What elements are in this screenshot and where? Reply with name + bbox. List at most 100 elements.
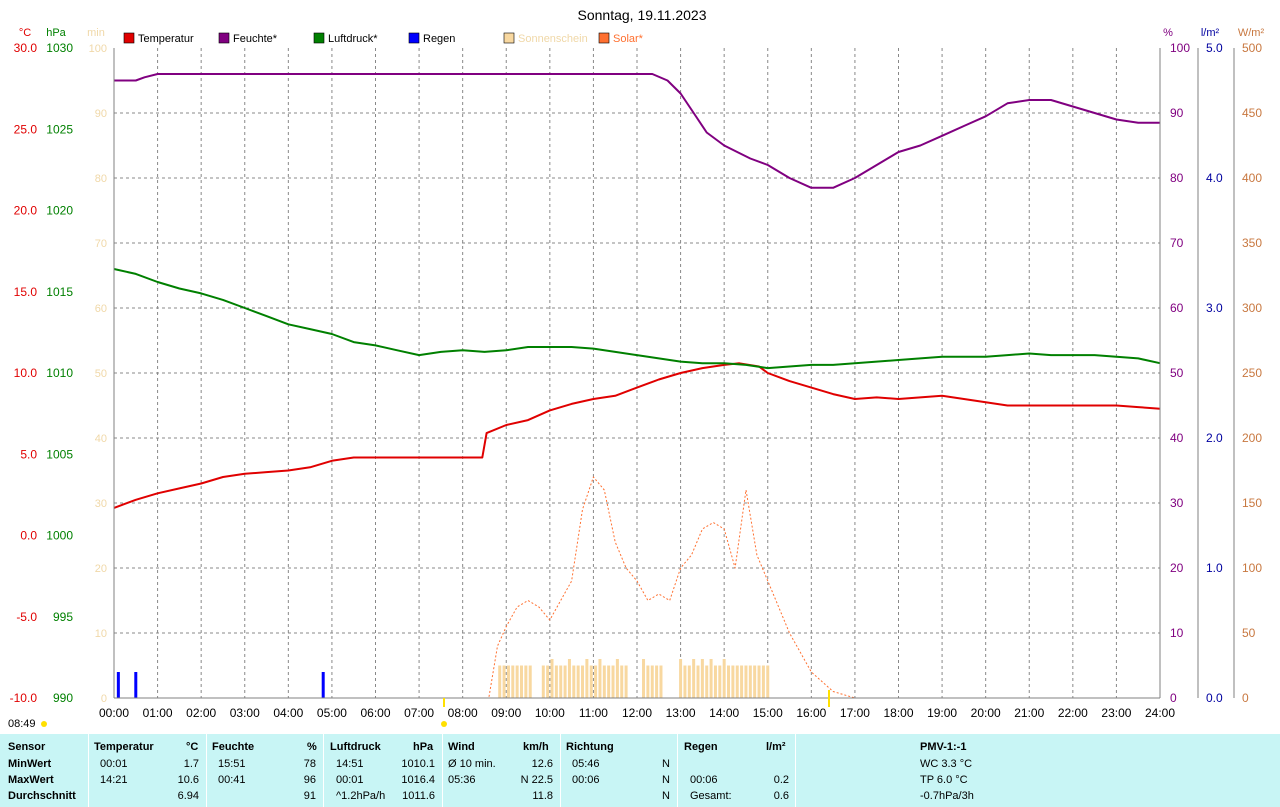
- table-cell-r-val: 0.6: [773, 790, 789, 802]
- x-tick-label: 10:00: [535, 706, 565, 720]
- temperature-tick-label: 25.0: [14, 122, 38, 136]
- rain-bar: [321, 672, 325, 698]
- marker-time-label: 08:49: [8, 718, 36, 730]
- legend-swatch: [598, 32, 610, 44]
- x-tick-label: 02:00: [186, 706, 216, 720]
- sunshine-bar: [766, 665, 770, 698]
- sunshine-bar: [683, 665, 687, 698]
- sunshine-bar: [705, 665, 709, 698]
- sunshine-bar: [650, 665, 654, 698]
- header-sensor: Sensor: [8, 741, 46, 753]
- humidity-tick-label: 50: [1170, 366, 1184, 380]
- header-direction: Richtung: [566, 741, 614, 753]
- legend-label: Temperatur: [138, 33, 194, 45]
- pressure-tick-label: 1030: [46, 41, 73, 55]
- pressure-unit-label: hPa: [46, 27, 66, 39]
- sunshine-bar: [520, 665, 524, 698]
- x-tick-label: 06:00: [360, 706, 390, 720]
- rain-tick-label: 0.0: [1206, 691, 1223, 705]
- sunshine-tick-label: 30: [95, 498, 107, 510]
- chart-title: Sonntag, 19.11.2023: [578, 7, 707, 23]
- temperature-tick-label: 30.0: [14, 41, 38, 55]
- sunshine-bar: [748, 665, 752, 698]
- rain-tick-label: 2.0: [1206, 431, 1223, 445]
- legend-swatch: [503, 32, 515, 44]
- legend-label: Feuchte*: [233, 33, 278, 45]
- header-humidity: Feuchte: [212, 741, 255, 753]
- sunshine-bar: [528, 665, 532, 698]
- temperature-tick-label: 15.0: [14, 285, 38, 299]
- rain-tick-label: 3.0: [1206, 301, 1223, 315]
- sunshine-tick-label: 60: [95, 303, 107, 315]
- table-cell-t-val: 10.6: [177, 774, 199, 786]
- sunshine-bar: [585, 659, 589, 698]
- stats-table: Sensor Temperatur °C Feuchte % Luftdruck…: [0, 734, 1280, 807]
- table-cell-p-time: ^1.2hPa/h: [336, 790, 386, 802]
- x-tick-label: 14:00: [709, 706, 739, 720]
- table-cell-h-time: 00:41: [218, 774, 246, 786]
- table-cell-h-val: 78: [303, 758, 316, 770]
- table-cell-p-val: 1010.1: [401, 758, 435, 770]
- header-rain-unit: l/m²: [766, 741, 786, 753]
- sunshine-bar: [709, 659, 713, 698]
- sunshine-bar: [700, 659, 704, 698]
- legend-swatch: [313, 32, 325, 44]
- sunshine-bar: [572, 665, 576, 698]
- temperature-line: [113, 362, 1161, 509]
- table-cell-p-val: 1016.4: [401, 774, 435, 786]
- rain-bar: [116, 672, 120, 698]
- temperature-tick-label: 5.0: [20, 447, 37, 461]
- sunshine-bar: [735, 665, 739, 698]
- sunshine-bar: [713, 665, 717, 698]
- header-humidity-unit: %: [307, 741, 317, 753]
- sunshine-tick-label: 90: [95, 108, 107, 120]
- sunshine-bar: [559, 665, 563, 698]
- table-cell-w-val: 11.8: [532, 790, 553, 802]
- sunshine-bar: [594, 665, 598, 698]
- table-cell-t-time: 00:01: [100, 758, 128, 770]
- header-temp-unit: °C: [186, 741, 199, 753]
- sunshine-tick-label: 40: [95, 433, 107, 445]
- sunshine-bar: [744, 665, 748, 698]
- sunshine-tick-label: 100: [89, 43, 107, 55]
- solar-tick-label: 0: [1242, 691, 1249, 705]
- sunshine-tick-label: 50: [95, 368, 107, 380]
- sunshine-bar: [546, 665, 550, 698]
- sunshine-tick-label: 0: [101, 693, 107, 705]
- table-cell-w-label: Ø 10 min.: [448, 758, 496, 770]
- x-tick-label: 20:00: [971, 706, 1001, 720]
- table-cell-p-time: 00:01: [336, 774, 364, 786]
- table-cell-t-val: 6.94: [177, 790, 199, 802]
- table-cell-w-label: 05:36: [448, 774, 476, 786]
- solar-tick-label: 300: [1242, 301, 1262, 315]
- x-tick-label: 18:00: [883, 706, 913, 720]
- sunshine-bar: [620, 665, 624, 698]
- legend-label: Regen: [423, 33, 455, 45]
- humidity-tick-label: 90: [1170, 106, 1184, 120]
- sunshine-bar: [687, 665, 691, 698]
- x-tick-label: 24:00: [1145, 706, 1175, 720]
- sunshine-bar: [541, 665, 545, 698]
- x-tick-label: 00:00: [99, 706, 129, 720]
- sunshine-bar: [727, 665, 731, 698]
- humidity-unit-label: %: [1163, 27, 1173, 39]
- pressure-tick-label: 1000: [46, 529, 73, 543]
- sunshine-bar: [589, 665, 593, 698]
- sunshine-bar: [511, 665, 515, 698]
- solar-tick-label: 350: [1242, 236, 1262, 250]
- header-rain: Regen: [684, 741, 718, 753]
- legend-label: Sonnenschein: [518, 33, 588, 45]
- temperature-tick-label: 0.0: [20, 529, 37, 543]
- sunshine-bar: [602, 665, 606, 698]
- sunshine-tick-label: 70: [95, 238, 107, 250]
- pressure-tick-label: 1010: [46, 366, 73, 380]
- table-cell-h-val: 96: [303, 774, 316, 786]
- legend-swatch: [123, 32, 135, 44]
- header-wind: Wind: [448, 741, 475, 753]
- humidity-tick-label: 40: [1170, 431, 1184, 445]
- x-tick-label: 21:00: [1014, 706, 1044, 720]
- sunshine-bar: [740, 665, 744, 698]
- temperature-tick-label: 20.0: [14, 204, 38, 218]
- humidity-tick-label: 80: [1170, 171, 1184, 185]
- table-cell-p-val: 1011.6: [402, 790, 435, 802]
